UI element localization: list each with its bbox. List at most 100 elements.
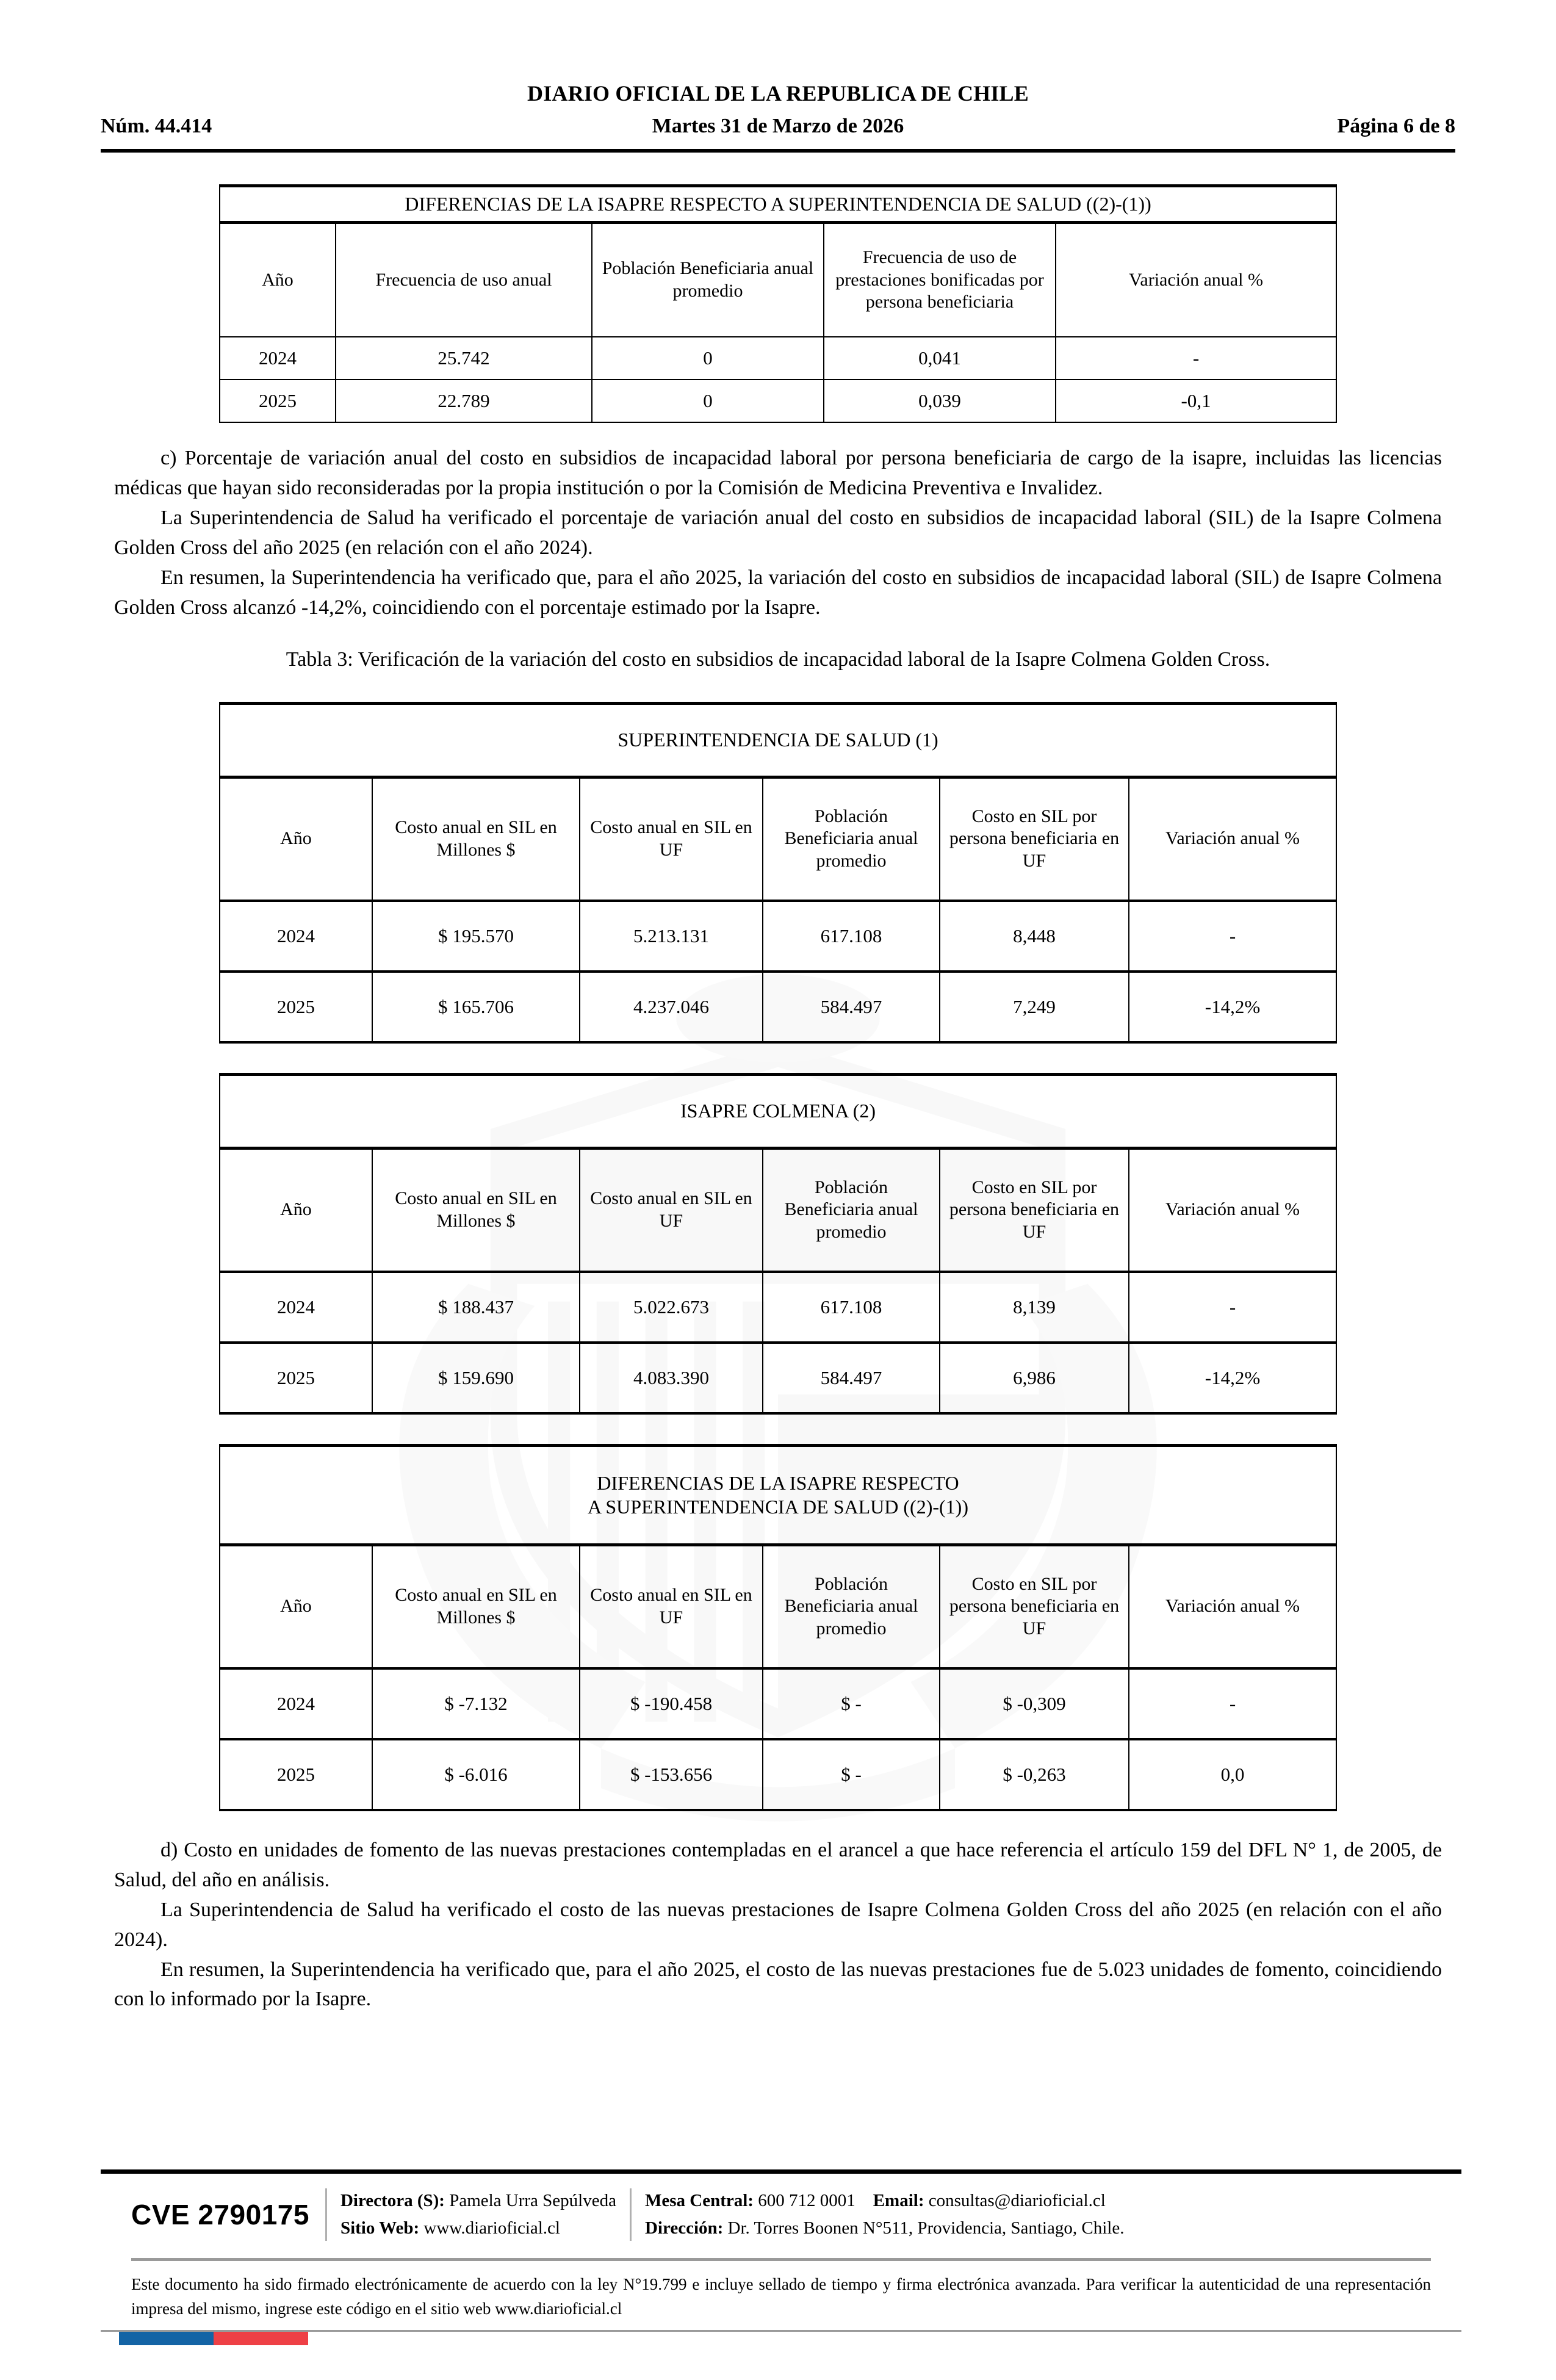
publication-title: DIARIO OFICIAL DE LA REPUBLICA DE CHILE bbox=[527, 81, 1029, 106]
paragraph-d3: En resumen, la Superintendencia ha verif… bbox=[114, 1958, 1442, 2011]
table-diferencias-frecuencia: DIFERENCIAS DE LA ISAPRE RESPECTO A SUPE… bbox=[218, 184, 1338, 424]
col-header-costo-uf: Costo anual en SIL en UF bbox=[578, 1544, 763, 1669]
footer-secondary-divider bbox=[131, 2257, 1431, 2261]
paragraph-c2: La Superintendencia de Salud ha verifica… bbox=[114, 506, 1442, 559]
table-row: 2025 $ -6.016 $ -153.656 $ - $ -0,263 0,… bbox=[218, 1737, 1338, 1811]
cell-costo-persona: 8,448 bbox=[938, 899, 1129, 973]
table-row-header: Año Frecuencia de uso anual Población Be… bbox=[218, 222, 1338, 338]
table-row: 2024 $ 188.437 5.022.673 617.108 8,139 - bbox=[218, 1270, 1338, 1344]
table-row-header: Año Costo anual en SIL en Millones $ Cos… bbox=[218, 1147, 1338, 1272]
caption-tabla-3: Tabla 3: Verificación de la variación de… bbox=[286, 647, 1270, 671]
cve-code: CVE 2790175 bbox=[131, 2198, 309, 2230]
section-c-text: c) Porcentaje de variación anual del cos… bbox=[101, 444, 1455, 623]
col-header-variacion-anual: Variación anual % bbox=[1054, 222, 1338, 338]
footer-mesa-value: 600 712 0001 bbox=[758, 2191, 855, 2210]
table-row-title: DIFERENCIAS DE LA ISAPRE RESPECTO A SUPE… bbox=[218, 1443, 1338, 1546]
footer-sitio-value[interactable]: www.diarioficial.cl bbox=[423, 2218, 560, 2238]
cell-poblacion: 617.108 bbox=[762, 899, 940, 973]
table-title: SUPERINTENDENCIA DE SALUD (1) bbox=[218, 701, 1338, 779]
footer-directora-value: Pamela Urra Sepúlveda bbox=[449, 2191, 616, 2210]
cell-costo-millones: $ 159.690 bbox=[371, 1341, 580, 1415]
footer-contact-line: Mesa Central: 600 712 0001 Email: consul… bbox=[645, 2187, 1124, 2215]
cell-costo-uf: $ -190.458 bbox=[578, 1667, 763, 1740]
footer-main-row: CVE 2790175 Directora (S): Pamela Urra S… bbox=[101, 2174, 1461, 2248]
flag-red-segment bbox=[214, 2331, 308, 2345]
table-title: DIFERENCIAS DE LA ISAPRE RESPECTO A SUPE… bbox=[218, 1443, 1338, 1546]
cell-variacion: - bbox=[1128, 1270, 1338, 1344]
page-number-label: Página 6 de 8 bbox=[1337, 115, 1455, 137]
table-row-title: SUPERINTENDENCIA DE SALUD (1) bbox=[218, 701, 1338, 779]
cell-anio: 2024 bbox=[218, 336, 336, 381]
col-header-frecuencia-uso-anual: Frecuencia de uso anual bbox=[334, 222, 593, 338]
masthead-info-row: Núm. 44.414 Martes 31 de Marzo de 2026 P… bbox=[101, 115, 1455, 140]
cell-costo-millones: $ 165.706 bbox=[371, 970, 580, 1044]
cell-frecuencia: 25.742 bbox=[334, 336, 593, 381]
cell-costo-persona: $ -0,263 bbox=[938, 1737, 1129, 1811]
cell-poblacion: $ - bbox=[762, 1737, 940, 1811]
table-superintendencia-salud: SUPERINTENDENCIA DE SALUD (1) Año Costo … bbox=[218, 701, 1338, 1044]
page-masthead: DIARIO OFICIAL DE LA REPUBLICA DE CHILE … bbox=[101, 0, 1455, 140]
footer-direccion-label: Dirección: bbox=[644, 2218, 724, 2238]
footer-direccion-value: Dr. Torres Boonen N°511, Providencia, Sa… bbox=[727, 2218, 1125, 2238]
cell-poblacion: 584.497 bbox=[762, 1341, 940, 1415]
table-title-line-1: DIFERENCIAS DE LA ISAPRE RESPECTO bbox=[597, 1471, 959, 1494]
cell-variacion: -14,2% bbox=[1128, 1341, 1338, 1415]
table-row-header: Año Costo anual en SIL en Millones $ Cos… bbox=[218, 1544, 1338, 1669]
cell-costo-uf: 5.022.673 bbox=[578, 1270, 763, 1344]
col-header-anio: Año bbox=[218, 222, 336, 338]
cell-costo-millones: $ -7.132 bbox=[371, 1667, 580, 1740]
footer-sitio-line: Sitio Web: www.diarioficial.cl bbox=[340, 2215, 616, 2242]
col-header-frecuencia-bonificadas: Frecuencia de uso de prestaciones bonifi… bbox=[823, 222, 1056, 338]
col-header-variacion: Variación anual % bbox=[1128, 776, 1338, 901]
section-d-text: d) Costo en unidades de fomento de las n… bbox=[101, 1836, 1455, 2015]
cell-anio: 2024 bbox=[218, 1270, 373, 1344]
col-header-poblacion-beneficiaria: Población Beneficiaria anual promedio bbox=[591, 222, 824, 338]
table-title: DIFERENCIAS DE LA ISAPRE RESPECTO A SUPE… bbox=[218, 184, 1338, 225]
cell-costo-millones: $ 195.570 bbox=[371, 899, 580, 973]
col-header-poblacion: Población Beneficiaria anual promedio bbox=[762, 776, 940, 901]
table-row: 2025 22.789 0 0,039 -0,1 bbox=[218, 379, 1338, 424]
table-row: 2024 $ 195.570 5.213.131 617.108 8,448 - bbox=[218, 899, 1338, 973]
col-header-anio: Año bbox=[218, 776, 373, 901]
footer-divider bbox=[101, 2169, 1461, 2174]
footer-column-contact: Mesa Central: 600 712 0001 Email: consul… bbox=[632, 2187, 1137, 2242]
paragraph-d1: d) Costo en unidades de fomento de las n… bbox=[114, 1838, 1442, 1891]
cell-frec-bonificada: 0,041 bbox=[823, 336, 1056, 381]
cell-variacion: -0,1 bbox=[1054, 379, 1338, 424]
col-header-anio: Año bbox=[218, 1147, 373, 1272]
table-row-title: ISAPRE COLMENA (2) bbox=[218, 1072, 1338, 1150]
footer-directora-label: Directora (S): bbox=[340, 2191, 445, 2210]
table-row: 2025 $ 159.690 4.083.390 584.497 6,986 -… bbox=[218, 1341, 1338, 1415]
cell-anio: 2025 bbox=[218, 379, 336, 424]
cell-poblacion: 0 bbox=[591, 379, 824, 424]
col-header-costo-millones: Costo anual en SIL en Millones $ bbox=[371, 1544, 580, 1669]
cell-costo-uf: 4.083.390 bbox=[578, 1341, 763, 1415]
table-diferencias-sil: DIFERENCIAS DE LA ISAPRE RESPECTO A SUPE… bbox=[218, 1443, 1338, 1811]
table-isapre-colmena: ISAPRE COLMENA (2) Año Costo anual en SI… bbox=[218, 1072, 1338, 1415]
footer-email-value[interactable]: consultas@diarioficial.cl bbox=[928, 2191, 1106, 2210]
paragraph-d2: La Superintendencia de Salud ha verifica… bbox=[114, 1898, 1442, 1951]
cell-poblacion: 617.108 bbox=[762, 1270, 940, 1344]
col-header-costo-millones: Costo anual en SIL en Millones $ bbox=[371, 1147, 580, 1272]
chile-flag-bar bbox=[119, 2331, 308, 2345]
col-header-poblacion: Población Beneficiaria anual promedio bbox=[762, 1147, 940, 1272]
cell-anio: 2025 bbox=[218, 970, 373, 1044]
cell-anio: 2025 bbox=[218, 1737, 373, 1811]
cell-frec-bonificada: 0,039 bbox=[823, 379, 1056, 424]
col-header-costo-persona: Costo en SIL por persona beneficiaria en… bbox=[938, 776, 1129, 901]
footer-divider-vertical bbox=[629, 2188, 632, 2241]
publication-date: Martes 31 de Marzo de 2026 bbox=[652, 115, 904, 137]
cell-poblacion: 0 bbox=[591, 336, 824, 381]
cell-costo-persona: $ -0,309 bbox=[938, 1667, 1129, 1740]
cell-costo-uf: 4.237.046 bbox=[578, 970, 763, 1044]
cell-anio: 2025 bbox=[218, 1341, 373, 1415]
col-header-costo-uf: Costo anual en SIL en UF bbox=[578, 776, 763, 901]
cell-poblacion: $ - bbox=[762, 1667, 940, 1740]
table-row-title: DIFERENCIAS DE LA ISAPRE RESPECTO A SUPE… bbox=[218, 184, 1338, 225]
cell-variacion: 0,0 bbox=[1128, 1737, 1338, 1811]
paragraph-c1: c) Porcentaje de variación anual del cos… bbox=[114, 447, 1442, 499]
table-title-line-2: A SUPERINTENDENCIA DE SALUD ((2)-(1)) bbox=[588, 1495, 968, 1518]
col-header-costo-millones: Costo anual en SIL en Millones $ bbox=[371, 776, 580, 901]
cell-variacion: - bbox=[1128, 899, 1338, 973]
